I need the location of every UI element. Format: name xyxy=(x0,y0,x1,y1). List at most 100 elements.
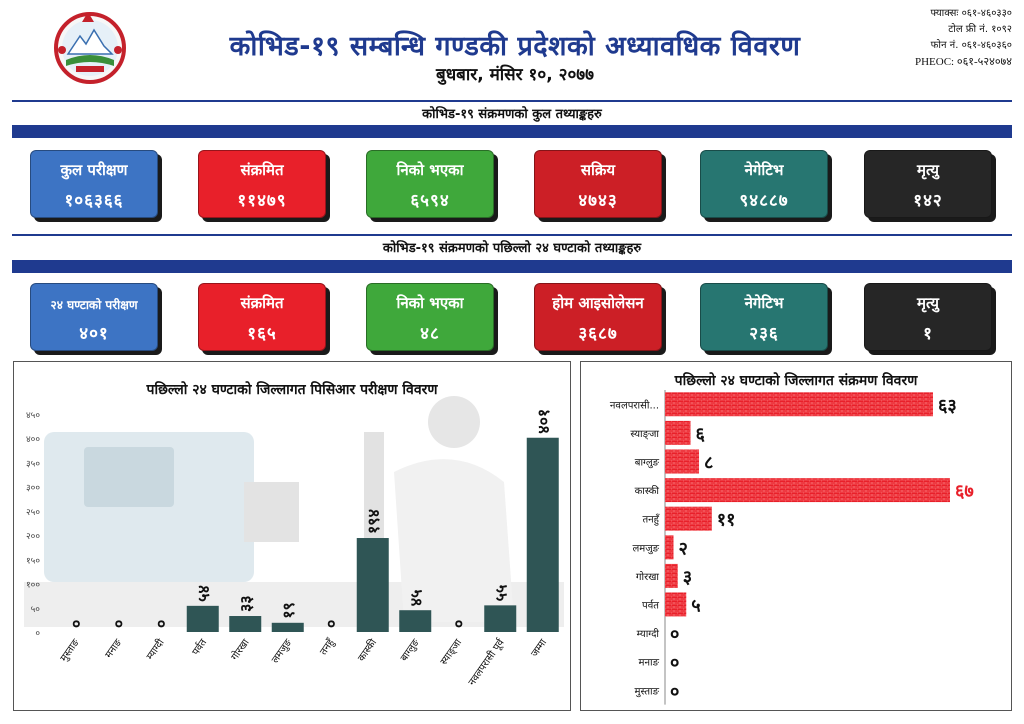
y-tick-label: लमजुङ xyxy=(632,543,659,554)
y-tick-label: ० xyxy=(35,629,40,639)
card-label: संक्रमित xyxy=(240,161,284,179)
x-tick-label: कास्की xyxy=(355,637,379,664)
card-active: सक्रिय ४७४३ xyxy=(534,150,662,218)
bar xyxy=(665,392,933,417)
x-tick-label: लमजुङ xyxy=(270,637,295,666)
pheoc-number: PHEOC: ०६१-५२४०७४ xyxy=(914,56,1012,68)
report-date: बुधबार, मंसिर १०, २०७७ xyxy=(436,65,594,85)
x-tick-label: स्याङ्जा xyxy=(439,637,465,667)
bar xyxy=(665,449,700,474)
data-label: ६ xyxy=(696,424,706,445)
data-label: ० xyxy=(321,620,340,628)
card-negative: नेगेटिभ ९४८८७ xyxy=(700,150,828,218)
x-tick-label: गोरखा xyxy=(229,637,252,663)
contact-info: फ्याक्सः ०६१-४६०३३० टोल फ्री नं. १०९२ फो… xyxy=(915,6,1012,70)
card-label: कुल परीक्षण xyxy=(60,161,128,179)
data-label: ३३ xyxy=(236,595,255,612)
y-tick-label: १०० xyxy=(26,581,40,591)
card-deaths: मृत्यु १४२ xyxy=(864,150,992,218)
card-value: ४८ xyxy=(420,324,440,344)
last24-cards: २४ घण्टाको परीक्षण ४०१ संक्रमित १६५ निको… xyxy=(30,283,1000,351)
x-tick-label: बाग्लुङ xyxy=(399,637,422,664)
pcr-chart-panel: पछिल्लो २४ घण्टाको जिल्लागत पिसिआर परीक्… xyxy=(13,361,571,711)
y-tick-label: ५० xyxy=(31,605,41,615)
toll-free-number: टोल फ्री नं. १०९२ xyxy=(948,24,1012,35)
card-value: ६५९४ xyxy=(410,191,450,211)
y-tick-label: ३०० xyxy=(26,484,40,494)
divider xyxy=(12,100,1012,102)
total-cards: कुल परीक्षण १०६३६६ संक्रमित ११४७९ निको भ… xyxy=(30,150,1000,218)
card-total-tests: कुल परीक्षण १०६३६६ xyxy=(30,150,158,218)
page-title: कोभिड-१९ सम्बन्धि गण्डकी प्रदेशको अध्याव… xyxy=(229,31,801,62)
bar xyxy=(665,563,678,588)
bar xyxy=(665,506,712,531)
data-label: १९४ xyxy=(364,509,383,534)
data-label: ५४ xyxy=(194,585,213,602)
data-label: ८ xyxy=(704,453,713,474)
section-bar xyxy=(12,260,1012,273)
card-24h-infected: संक्रमित १६५ xyxy=(198,283,326,351)
card-recovered: निको भएका ६५९४ xyxy=(366,150,494,218)
card-label: निको भएका xyxy=(396,161,464,179)
card-value: ३६८७ xyxy=(578,324,618,344)
data-label: ० xyxy=(670,653,679,674)
y-tick-label: मुस्ताङ xyxy=(634,686,659,697)
y-tick-label: १५० xyxy=(26,556,40,566)
data-label: ५ xyxy=(691,596,700,617)
bar xyxy=(356,538,389,632)
card-value: १०६३६६ xyxy=(64,191,124,211)
data-label: ३ xyxy=(683,567,692,588)
card-label: निको भएका xyxy=(396,294,464,312)
y-tick-label: म्याग्दी xyxy=(637,628,660,640)
x-tick-label: मनाङ xyxy=(103,637,124,661)
section-bar xyxy=(12,125,1012,138)
data-label: ० xyxy=(151,620,170,628)
y-tick-label: २५० xyxy=(26,508,40,518)
bar xyxy=(186,605,219,632)
card-value: २३६ xyxy=(749,324,779,344)
y-tick-label: ४५० xyxy=(26,411,40,421)
bar xyxy=(665,478,950,503)
card-value: १६५ xyxy=(247,324,277,344)
pcr-bar-chart: ०५०१००१५०२००२५०३००३५०४००४५००मुस्ताङ०मनाङ… xyxy=(26,409,559,688)
card-24h-negative: नेगेटिभ २३६ xyxy=(700,283,828,351)
card-24h-deaths: मृत्यु १ xyxy=(864,283,992,351)
pcr-chart-title: पछिल्लो २४ घण्टाको जिल्लागत पिसिआर परीक्… xyxy=(146,382,438,398)
bar xyxy=(271,622,304,632)
data-label: ५५ xyxy=(491,585,510,602)
infection-bar-chart: नवलपरासी... ६३ स्याङ्जा ६ बाग्लुङ ८ कास्की ६७ तन… xyxy=(610,390,974,705)
infection-chart-title: पछिल्लो २४ घण्टाको जिल्लागत संक्रमण विवर… xyxy=(674,373,918,389)
y-tick-label: २०० xyxy=(26,532,40,542)
x-tick-label: नवलपरासी पूर्व xyxy=(466,636,507,688)
x-tick-label: जम्मा xyxy=(529,637,549,659)
divider xyxy=(12,234,1012,236)
data-label: ० xyxy=(449,620,468,628)
card-value: १ xyxy=(923,324,933,344)
data-label: २ xyxy=(679,538,688,559)
y-tick-label: गोरखा xyxy=(636,571,659,583)
bar xyxy=(665,535,674,560)
card-24h-tests: २४ घण्टाको परीक्षण ४०१ xyxy=(30,283,158,351)
card-label: मृत्यु xyxy=(916,161,940,179)
card-label: नेगेटिभ xyxy=(744,161,784,179)
y-tick-label: पर्वत xyxy=(642,600,659,612)
card-label: मृत्यु xyxy=(916,294,940,312)
data-label: ० xyxy=(109,620,128,628)
card-label: संक्रमित xyxy=(240,294,284,312)
data-label: १९ xyxy=(279,602,298,619)
card-value: ९४८८७ xyxy=(739,191,789,211)
lab-illustration xyxy=(24,396,564,627)
card-home-isolation: होम आइसोलेसन ३६८७ xyxy=(534,283,662,351)
infection-chart-panel: पछिल्लो २४ घण्टाको जिल्लागत संक्रमण विवर… xyxy=(580,361,1012,711)
card-label: २४ घण्टाको परीक्षण xyxy=(50,298,138,312)
fax-number: फ्याक्सः ०६१-४६०३३० xyxy=(930,8,1012,19)
phone-number: फोन नं. ०६१-४६०३६० xyxy=(930,40,1012,51)
data-label: ६३ xyxy=(938,395,957,416)
bar xyxy=(526,437,559,632)
y-tick-label: नवलपरासी... xyxy=(610,399,659,411)
data-label: ० xyxy=(66,620,85,628)
card-label: होम आइसोलेसन xyxy=(552,294,644,312)
y-tick-label: स्याङ्जा xyxy=(630,429,659,440)
card-infected: संक्रमित ११४७९ xyxy=(198,150,326,218)
x-tick-label: पर्वत xyxy=(190,637,210,658)
